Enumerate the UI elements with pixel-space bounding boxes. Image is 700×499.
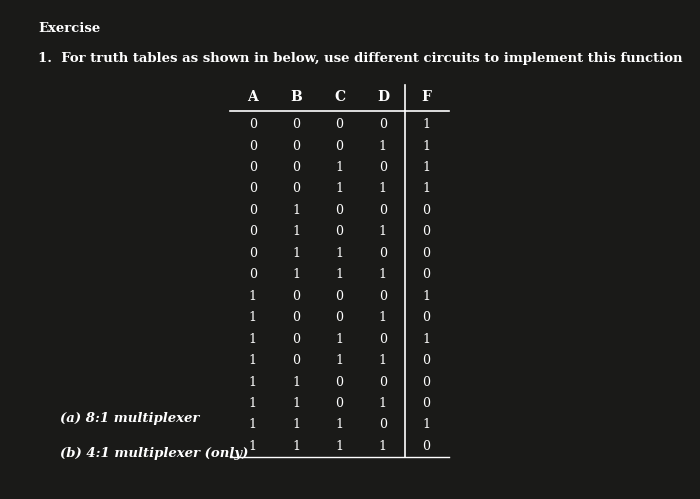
Text: 0: 0 bbox=[422, 354, 430, 367]
Text: 1: 1 bbox=[422, 419, 430, 432]
Text: 1: 1 bbox=[248, 376, 257, 389]
Text: 1: 1 bbox=[335, 268, 344, 281]
Text: Exercise: Exercise bbox=[38, 22, 101, 35]
Text: 0: 0 bbox=[422, 247, 430, 260]
Text: D: D bbox=[377, 90, 389, 104]
Text: 0: 0 bbox=[422, 268, 430, 281]
Text: 0: 0 bbox=[379, 247, 387, 260]
Text: 1: 1 bbox=[335, 183, 344, 196]
Text: 0: 0 bbox=[422, 397, 430, 410]
Text: 0: 0 bbox=[379, 204, 387, 217]
Text: 0: 0 bbox=[248, 268, 257, 281]
Text: 0: 0 bbox=[248, 161, 257, 174]
Text: 1: 1 bbox=[335, 354, 344, 367]
Text: (b) 4:1 multiplexer (only): (b) 4:1 multiplexer (only) bbox=[60, 447, 248, 460]
Text: 0: 0 bbox=[292, 183, 300, 196]
Text: 1: 1 bbox=[379, 311, 387, 324]
Text: 1: 1 bbox=[248, 333, 257, 346]
Text: 1: 1 bbox=[422, 161, 430, 174]
Text: 0: 0 bbox=[292, 140, 300, 153]
Text: 0: 0 bbox=[292, 290, 300, 303]
Text: 0: 0 bbox=[422, 204, 430, 217]
Text: 0: 0 bbox=[335, 311, 344, 324]
Text: 1: 1 bbox=[422, 290, 430, 303]
Text: 0: 0 bbox=[248, 226, 257, 239]
Text: 1: 1 bbox=[292, 204, 300, 217]
Text: 1: 1 bbox=[379, 183, 387, 196]
Text: 0: 0 bbox=[335, 226, 344, 239]
Text: 0: 0 bbox=[379, 419, 387, 432]
Text: 1: 1 bbox=[248, 311, 257, 324]
Text: 1: 1 bbox=[292, 397, 300, 410]
Text: 1: 1 bbox=[379, 440, 387, 453]
Text: 1: 1 bbox=[248, 419, 257, 432]
Text: 0: 0 bbox=[292, 118, 300, 131]
Text: 1: 1 bbox=[422, 118, 430, 131]
Text: 0: 0 bbox=[379, 376, 387, 389]
Text: 1: 1 bbox=[379, 354, 387, 367]
Text: 1: 1 bbox=[292, 419, 300, 432]
Text: 0: 0 bbox=[379, 118, 387, 131]
Text: (a) 8:1 multiplexer: (a) 8:1 multiplexer bbox=[60, 412, 199, 425]
Text: 0: 0 bbox=[292, 311, 300, 324]
Text: 0: 0 bbox=[379, 333, 387, 346]
Text: 1: 1 bbox=[292, 226, 300, 239]
Text: 0: 0 bbox=[335, 397, 344, 410]
Text: 1: 1 bbox=[248, 290, 257, 303]
Text: 0: 0 bbox=[422, 376, 430, 389]
Text: 1: 1 bbox=[422, 140, 430, 153]
Text: C: C bbox=[334, 90, 345, 104]
Text: 0: 0 bbox=[422, 226, 430, 239]
Text: 0: 0 bbox=[335, 376, 344, 389]
Text: 0: 0 bbox=[422, 311, 430, 324]
Text: 0: 0 bbox=[248, 204, 257, 217]
Text: 0: 0 bbox=[379, 161, 387, 174]
Text: F: F bbox=[421, 90, 431, 104]
Text: A: A bbox=[247, 90, 258, 104]
Text: 1: 1 bbox=[422, 333, 430, 346]
Text: 0: 0 bbox=[248, 183, 257, 196]
Text: 1: 1 bbox=[335, 333, 344, 346]
Text: 0: 0 bbox=[335, 290, 344, 303]
Text: 1: 1 bbox=[292, 247, 300, 260]
Text: 1: 1 bbox=[379, 140, 387, 153]
Text: 0: 0 bbox=[292, 161, 300, 174]
Text: 1: 1 bbox=[248, 397, 257, 410]
Text: 1: 1 bbox=[379, 268, 387, 281]
Text: 1: 1 bbox=[335, 419, 344, 432]
Text: 1: 1 bbox=[335, 440, 344, 453]
Text: 0: 0 bbox=[292, 354, 300, 367]
Text: 1: 1 bbox=[335, 247, 344, 260]
Text: 1.  For truth tables as shown in below, use different circuits to implement this: 1. For truth tables as shown in below, u… bbox=[38, 52, 683, 65]
Text: 0: 0 bbox=[248, 140, 257, 153]
Text: 1: 1 bbox=[292, 376, 300, 389]
Text: 1: 1 bbox=[379, 397, 387, 410]
Text: 0: 0 bbox=[422, 440, 430, 453]
Text: 1: 1 bbox=[422, 183, 430, 196]
Text: 1: 1 bbox=[292, 440, 300, 453]
Text: 1: 1 bbox=[248, 354, 257, 367]
Text: 0: 0 bbox=[248, 247, 257, 260]
Text: 1: 1 bbox=[335, 161, 344, 174]
Text: 1: 1 bbox=[379, 226, 387, 239]
Text: 1: 1 bbox=[292, 268, 300, 281]
Text: 1: 1 bbox=[248, 440, 257, 453]
Text: 0: 0 bbox=[335, 118, 344, 131]
Text: B: B bbox=[290, 90, 302, 104]
Text: 0: 0 bbox=[335, 140, 344, 153]
Text: 0: 0 bbox=[379, 290, 387, 303]
Text: 0: 0 bbox=[248, 118, 257, 131]
Text: 0: 0 bbox=[292, 333, 300, 346]
Text: 0: 0 bbox=[335, 204, 344, 217]
